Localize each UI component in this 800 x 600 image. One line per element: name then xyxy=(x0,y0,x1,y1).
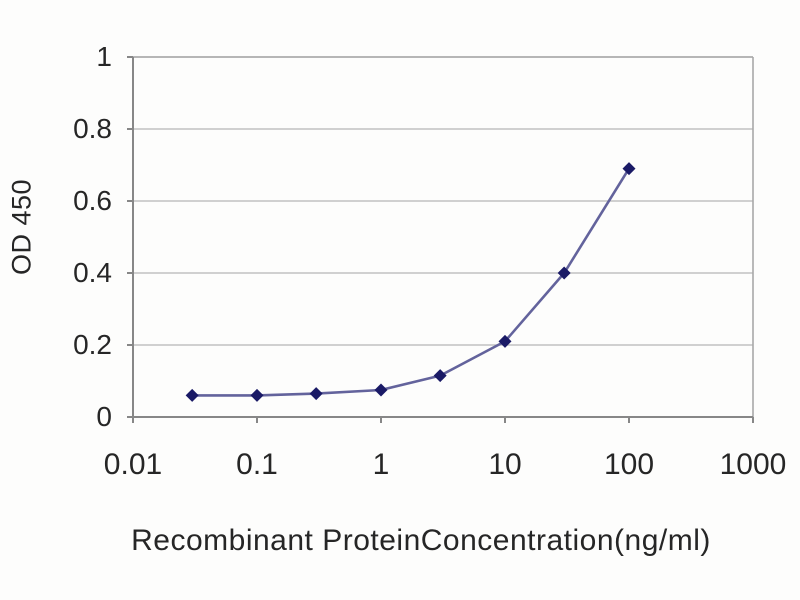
y-axis-title: OD 450 xyxy=(6,178,37,276)
y-tick-label: 0.6 xyxy=(73,185,112,216)
data-point-marker xyxy=(433,369,447,383)
data-point-marker xyxy=(374,383,388,397)
data-point-marker xyxy=(557,266,571,280)
y-tick-label: 1 xyxy=(96,41,112,72)
x-axis-title: Recombinant ProteinConcentration(ng/ml) xyxy=(131,524,711,557)
data-point-marker xyxy=(622,162,636,176)
series-line xyxy=(192,167,631,397)
y-tick-label: 0 xyxy=(96,401,112,432)
data-point-marker xyxy=(250,388,264,402)
y-tick-label: 0.8 xyxy=(73,113,112,144)
y-tick-label: 0.2 xyxy=(73,329,112,360)
data-point-marker xyxy=(309,387,323,401)
x-tick-label: 0.01 xyxy=(103,448,163,481)
data-point-marker xyxy=(185,388,199,402)
x-tick-label: 1000 xyxy=(719,448,787,481)
x-tick-label: 0.1 xyxy=(236,448,278,481)
x-tick-label: 10 xyxy=(488,448,522,481)
x-tick-label: 100 xyxy=(603,448,655,481)
data-point-marker xyxy=(498,334,512,348)
y-tick-label: 0.4 xyxy=(73,257,112,288)
x-tick-label: 1 xyxy=(372,448,390,481)
